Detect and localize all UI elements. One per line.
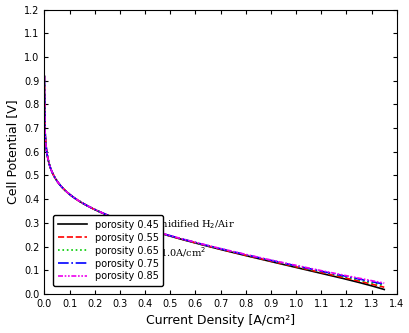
porosity 0.85 xyxy=(320,269,325,273)
porosity 0.85 xyxy=(244,253,249,257)
Legend: porosity 0.45, porosity 0.55, porosity 0.65, porosity 0.75, porosity 0.85: porosity 0.45, porosity 0.55, porosity 0… xyxy=(53,215,163,286)
porosity 0.55 xyxy=(205,244,210,248)
porosity 0.65 xyxy=(381,283,386,287)
porosity 0.75 xyxy=(373,280,378,284)
porosity 0.85 xyxy=(203,243,208,247)
porosity 0.45 xyxy=(373,285,378,289)
porosity 0.45 xyxy=(320,272,325,276)
Line: porosity 0.45: porosity 0.45 xyxy=(44,76,383,289)
Text: T$_{cell}$=70°C, 2/2atm: T$_{cell}$=70°C, 2/2atm xyxy=(53,232,147,245)
porosity 0.45 xyxy=(42,74,47,78)
porosity 0.85 xyxy=(225,248,230,252)
porosity 0.75 xyxy=(42,74,47,78)
porosity 0.65 xyxy=(244,253,249,257)
porosity 0.55 xyxy=(225,249,230,253)
porosity 0.75 xyxy=(203,243,208,247)
porosity 0.85 xyxy=(381,281,386,285)
porosity 0.85 xyxy=(205,243,210,247)
Y-axis label: Cell Potential [V]: Cell Potential [V] xyxy=(6,100,18,204)
porosity 0.55 xyxy=(381,285,386,289)
porosity 0.45 xyxy=(244,254,249,258)
porosity 0.65 xyxy=(320,270,325,274)
porosity 0.55 xyxy=(373,283,378,287)
porosity 0.85 xyxy=(42,74,47,78)
porosity 0.65 xyxy=(373,282,378,286)
Text: : Nafion 112, fully humidified H$_2$/Air: : Nafion 112, fully humidified H$_2$/Air xyxy=(53,218,234,231)
porosity 0.75 xyxy=(381,282,386,286)
porosity 0.75 xyxy=(320,269,325,273)
porosity 0.45 xyxy=(203,244,208,248)
Text: $\zeta_a$=1.5 and $\zeta_c$=2.0 @ 1.0A/cm$^2$: $\zeta_a$=1.5 and $\zeta_c$=2.0 @ 1.0A/c… xyxy=(53,245,206,261)
porosity 0.55 xyxy=(244,253,249,257)
porosity 0.85 xyxy=(373,279,378,283)
Line: porosity 0.55: porosity 0.55 xyxy=(44,76,383,287)
porosity 0.55 xyxy=(203,243,208,247)
porosity 0.65 xyxy=(203,243,208,247)
porosity 0.55 xyxy=(42,74,47,78)
porosity 0.65 xyxy=(225,249,230,253)
porosity 0.45 xyxy=(225,249,230,253)
porosity 0.45 xyxy=(381,287,386,291)
porosity 0.75 xyxy=(225,248,230,252)
porosity 0.65 xyxy=(42,74,47,78)
porosity 0.45 xyxy=(205,244,210,248)
Line: porosity 0.75: porosity 0.75 xyxy=(44,76,383,284)
porosity 0.55 xyxy=(320,271,325,275)
Line: porosity 0.85: porosity 0.85 xyxy=(44,76,383,283)
porosity 0.65 xyxy=(205,244,210,248)
porosity 0.75 xyxy=(244,253,249,257)
Line: porosity 0.65: porosity 0.65 xyxy=(44,76,383,285)
X-axis label: Current Density [A/cm²]: Current Density [A/cm²] xyxy=(146,314,294,327)
porosity 0.75 xyxy=(205,244,210,248)
